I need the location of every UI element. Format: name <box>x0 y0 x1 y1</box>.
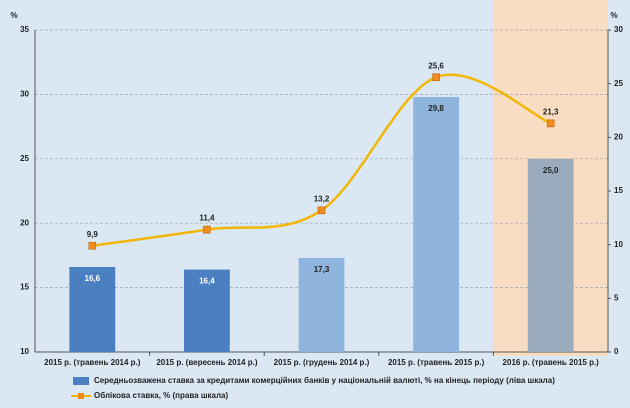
legend-swatch <box>73 377 89 385</box>
y2-tick-label: 0 <box>614 347 619 356</box>
y-tick-label: 15 <box>20 283 29 292</box>
bar-value-label: 29,8 <box>428 104 444 113</box>
y2-tick-label: 30 <box>614 25 623 34</box>
y-tick-label: 20 <box>20 218 29 227</box>
line-marker <box>88 241 97 250</box>
x-tick-label: 2015 р. (грудень 2014 р.) <box>274 358 370 367</box>
x-tick-label: 2015 р. (вересень 2014 р.) <box>156 358 258 367</box>
x-tick-label: 2015 р. (травень 2015 р.) <box>388 358 485 367</box>
y-tick-label: 30 <box>20 90 29 99</box>
x-tick-label: 2015 р. (травень 2014 р.) <box>44 358 141 367</box>
y2-tick-label: 10 <box>614 240 623 249</box>
y-tick-label: 25 <box>20 154 29 163</box>
legend-label: Середньозважена ставка за кредитами коме… <box>94 376 555 385</box>
legend-label: Облікова ставка, % (права шкала) <box>94 391 228 400</box>
y2-tick-label: 15 <box>614 186 623 195</box>
bar <box>298 257 345 352</box>
line-value-label: 21,3 <box>543 107 559 116</box>
y-tick-label: 35 <box>20 25 29 34</box>
line-marker <box>203 225 211 234</box>
y-axis-label: % <box>10 11 17 20</box>
bar-value-label: 16,6 <box>85 274 101 283</box>
line-value-label: 25,6 <box>428 61 444 70</box>
x-tick-label: 2016 р. (травень 2015 р.) <box>503 358 600 367</box>
bar-value-label: 25,0 <box>543 166 559 175</box>
line-marker <box>317 206 326 215</box>
line-marker <box>432 73 440 82</box>
bar <box>69 266 116 352</box>
line-value-label: 11,4 <box>199 214 215 223</box>
line-value-label: 13,2 <box>314 194 330 203</box>
bar-value-label: 16,4 <box>199 277 215 286</box>
y2-tick-label: 20 <box>614 132 623 141</box>
y2-axis-label: % <box>610 11 617 20</box>
bar <box>183 269 230 352</box>
y2-tick-label: 5 <box>614 293 619 302</box>
bar-value-label: 17,3 <box>314 265 330 274</box>
y-tick-label: 10 <box>20 347 29 356</box>
line-value-label: 9,9 <box>87 230 99 239</box>
legend-marker <box>78 393 84 399</box>
line <box>92 73 552 247</box>
line-marker <box>546 119 555 128</box>
y2-tick-label: 25 <box>614 79 623 88</box>
bar <box>527 158 574 352</box>
bar <box>413 96 460 352</box>
